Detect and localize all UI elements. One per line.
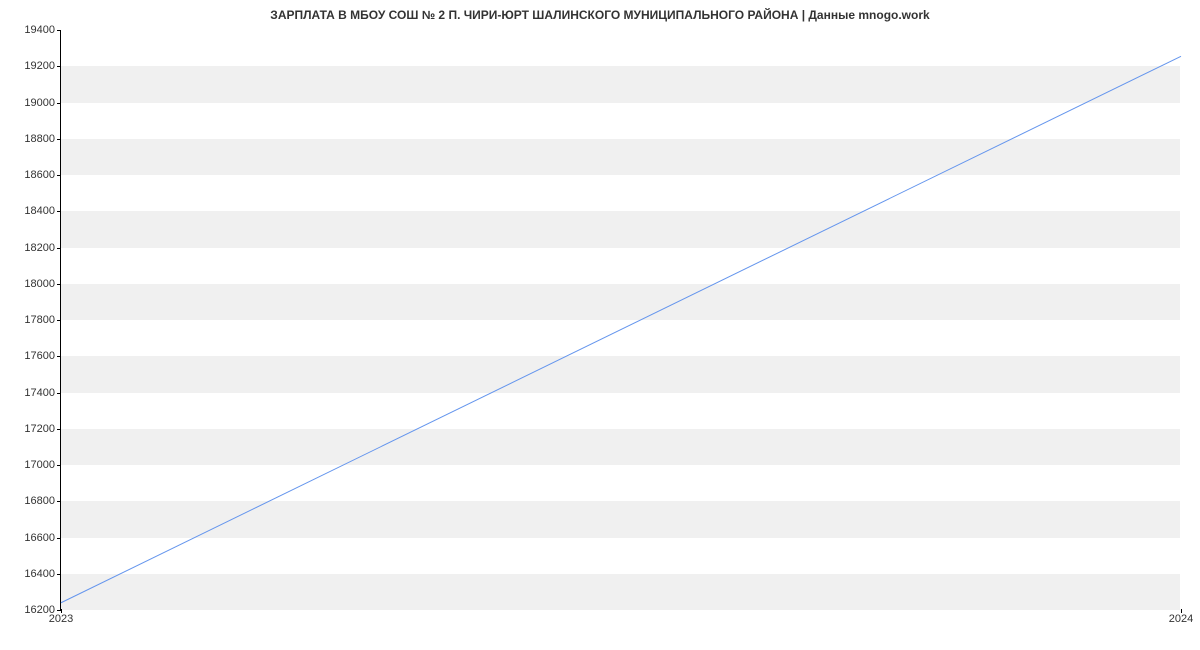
y-tick-label: 16600: [24, 532, 55, 544]
y-tick-label: 19000: [24, 97, 55, 109]
y-tick-label: 16800: [24, 495, 55, 507]
y-tick-label: 17400: [24, 387, 55, 399]
y-tick-label: 18400: [24, 205, 55, 217]
salary-line-chart: ЗАРПЛАТА В МБОУ СОШ № 2 П. ЧИРИ-ЮРТ ШАЛИ…: [0, 0, 1200, 650]
y-tick-label: 17800: [24, 314, 55, 326]
y-tick-label: 16400: [24, 568, 55, 580]
y-tick-label: 17000: [24, 459, 55, 471]
y-tick-label: 18000: [24, 278, 55, 290]
series-line: [61, 30, 1181, 610]
x-tick-label: 2024: [1169, 613, 1193, 625]
y-tick-label: 19200: [24, 60, 55, 72]
y-tick-label: 19400: [24, 24, 55, 36]
plot-area: 1620016400166001680017000172001740017600…: [60, 30, 1180, 610]
chart-title: ЗАРПЛАТА В МБОУ СОШ № 2 П. ЧИРИ-ЮРТ ШАЛИ…: [0, 8, 1200, 22]
y-tick-label: 17200: [24, 423, 55, 435]
x-tick-label: 2023: [49, 613, 73, 625]
y-tick-label: 18600: [24, 169, 55, 181]
y-tick-label: 17600: [24, 350, 55, 362]
y-tick-label: 18200: [24, 242, 55, 254]
y-tick-label: 18800: [24, 133, 55, 145]
